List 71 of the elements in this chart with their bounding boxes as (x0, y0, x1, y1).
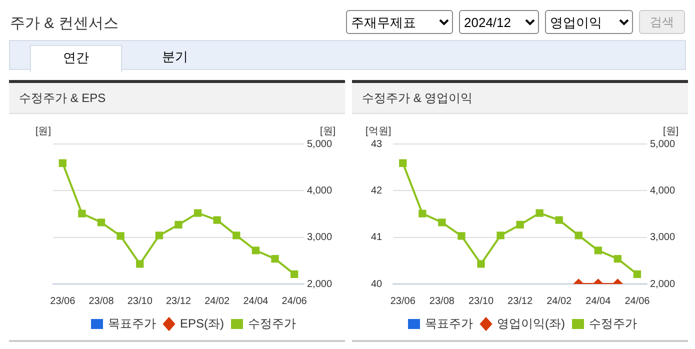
text: 분기 (161, 48, 189, 66)
chart-title: 수정주가 & EPS (9, 83, 345, 114)
y2-tick-label: 4,000 (650, 185, 676, 196)
point (574, 232, 582, 240)
x-tick-label: 23/12 (508, 296, 533, 307)
point (252, 246, 260, 254)
point (516, 220, 524, 229)
y2-axis-title: [원] (662, 126, 679, 137)
point (136, 260, 144, 268)
point (213, 216, 221, 224)
point (194, 209, 202, 217)
x-tick-label: 24/02 (546, 296, 572, 307)
x-tick-label: 23/08 (88, 296, 114, 307)
point (116, 232, 124, 240)
y2-tick-label: 2,000 (306, 278, 332, 290)
point (438, 218, 446, 226)
text: 영업이익 (545, 10, 633, 34)
x-tick-label: 24/06 (282, 296, 308, 307)
y-tick-label: 40 (371, 278, 383, 290)
legend-label: 영업이익(좌) (497, 316, 566, 330)
legend-label: 수정주가 (588, 316, 637, 330)
y2-tick-label: 4,000 (306, 185, 332, 196)
legend-label: 목표주가 (108, 316, 156, 330)
point (78, 210, 86, 218)
text: 주재무제표 (346, 10, 453, 34)
text: 2024/12 (459, 10, 539, 34)
x-tick-label: 24/02 (204, 296, 230, 307)
chart-title: 수정주가 & 영업이익 (352, 83, 688, 114)
y-tick-label: 43 (371, 138, 383, 150)
point (633, 270, 642, 278)
y-tick-label: 42 (371, 185, 383, 196)
y2-tick-label: 3,000 (306, 232, 332, 244)
point (477, 260, 485, 268)
x-tick-label: 23/06 (50, 296, 76, 307)
y-tick-label: 41 (371, 232, 383, 244)
x-tick-label: 24/06 (624, 296, 650, 307)
point (594, 246, 602, 254)
y2-tick-label: 5,000 (306, 138, 332, 150)
y-axis-title: [원] (35, 126, 52, 137)
point (271, 254, 279, 263)
point (232, 232, 240, 240)
x-tick-label: 23/12 (166, 296, 192, 307)
y-axis-title: [억원] (366, 126, 392, 137)
x-tick-label: 23/08 (429, 296, 455, 307)
x-tick-label: 23/10 (468, 296, 494, 307)
point (399, 159, 407, 167)
point (458, 232, 466, 240)
point (555, 216, 563, 224)
point (418, 210, 426, 218)
legend-label: 목표주가 (425, 316, 474, 330)
point (290, 270, 298, 278)
y2-tick-label: 5,000 (650, 138, 676, 150)
y2-tick-label: 2,000 (650, 278, 676, 290)
point (536, 209, 544, 217)
text: 연간 (30, 45, 122, 72)
text: 검색 (639, 10, 685, 34)
x-tick-label: 24/04 (586, 296, 612, 307)
point (155, 232, 164, 240)
point (614, 254, 622, 263)
point (496, 232, 504, 240)
x-tick-label: 23/10 (127, 296, 153, 307)
x-tick-label: 23/06 (390, 296, 416, 307)
y2-tick-label: 3,000 (650, 232, 676, 244)
point (58, 159, 66, 167)
point (174, 220, 182, 229)
text: 주가 & 컨센서스 (10, 14, 118, 33)
point (97, 218, 106, 226)
y2-axis-title: [원] (320, 126, 336, 137)
x-tick-label: 24/04 (243, 296, 269, 307)
legend-label: 수정주가 (248, 316, 296, 330)
legend-label: EPS(좌) (180, 316, 224, 330)
